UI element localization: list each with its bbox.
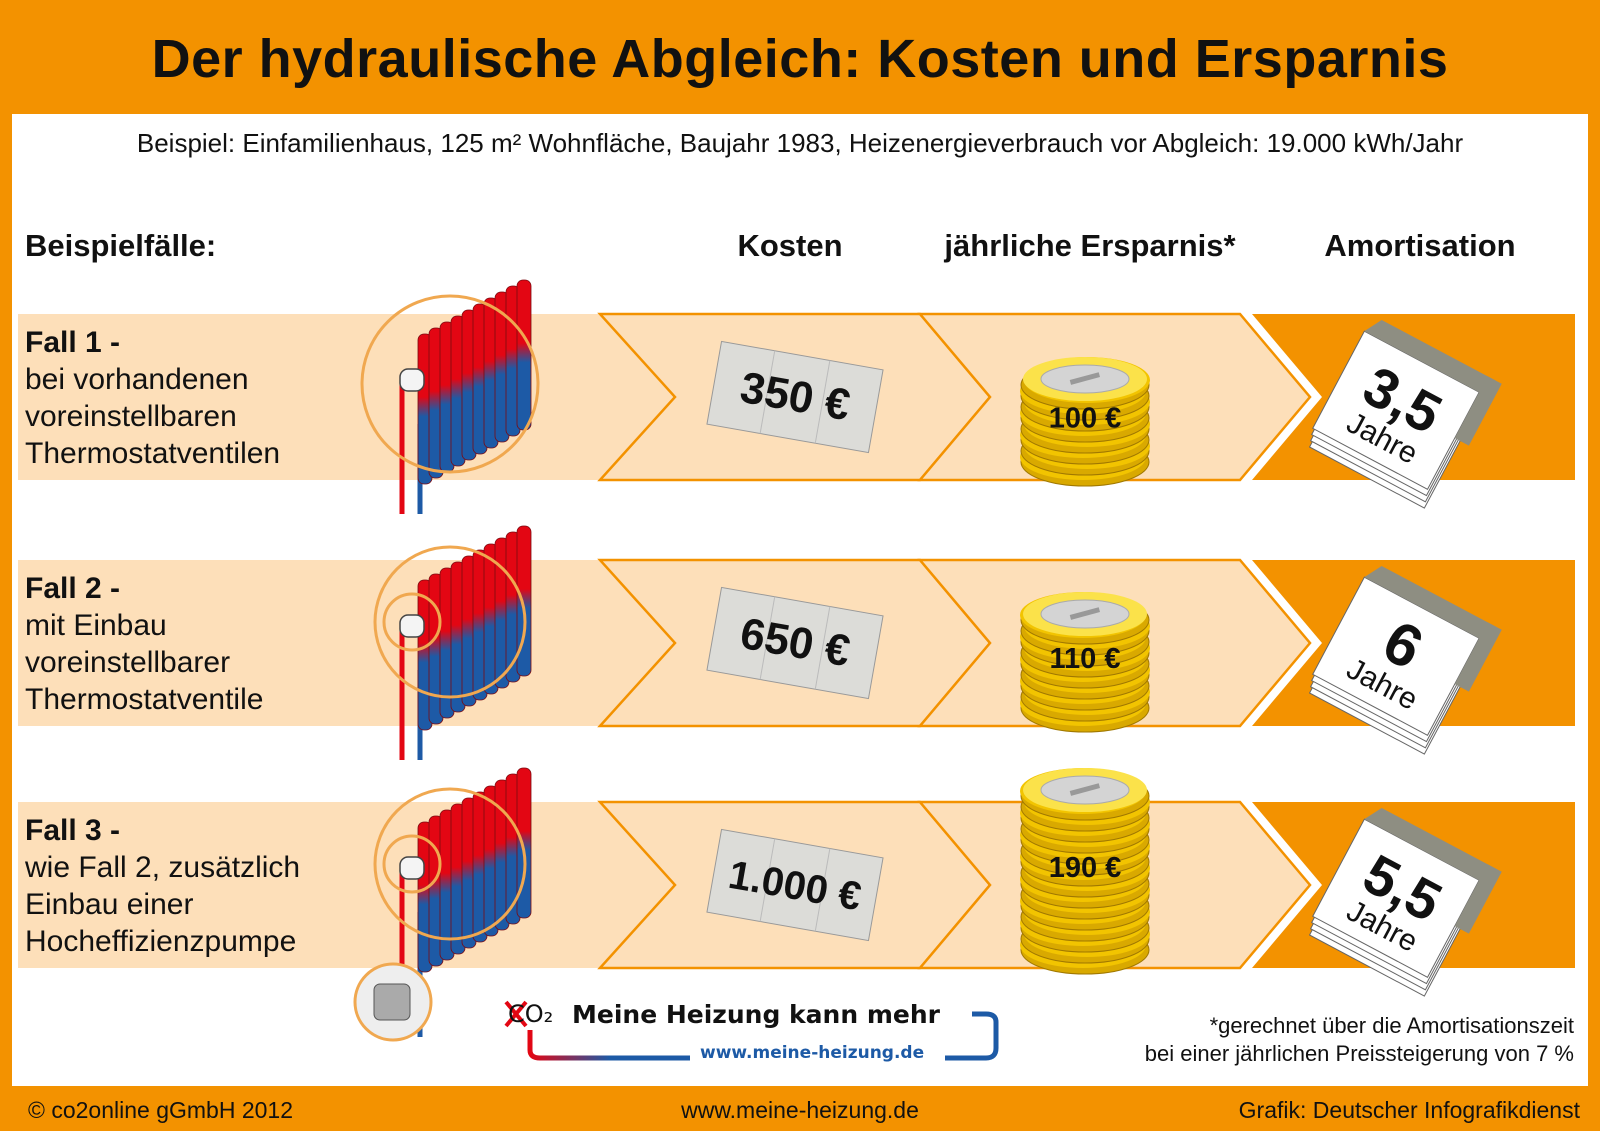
- price-tag: [706, 340, 884, 454]
- price-tag-icon: 350 €: [706, 340, 884, 454]
- valve-highlight-circle: [382, 592, 442, 652]
- tag-perforation: [759, 838, 776, 922]
- radiator-icon: [399, 279, 532, 514]
- valve-icon: [399, 368, 425, 392]
- calendar-binding: [1364, 807, 1497, 881]
- coin-stack-icon: 110 €: [1020, 592, 1150, 733]
- case-line: Thermostatventilen: [25, 437, 281, 470]
- case-line: voreinstellbarer: [25, 646, 231, 679]
- radiator-rib: [516, 525, 532, 677]
- coin-stack-icon: 190 €: [1020, 768, 1150, 975]
- logo-bracket-right: [945, 1011, 999, 1061]
- tag-perforation: [814, 606, 831, 690]
- logo-slogan: Meine Heizung kann mehr: [572, 1000, 940, 1029]
- column-header-savings: jährliche Ersparnis*: [944, 228, 1236, 263]
- case-description-1: Fall 1 - bei vorhandenen voreinstellbaren T…: [25, 324, 280, 472]
- case-line: bei vorhandenen: [25, 363, 249, 396]
- column-header-cases: Beispielfälle:: [25, 228, 217, 263]
- page-title: Der hydraulische Abgleich: Kosten und Er…: [151, 29, 1449, 89]
- case-line: voreinstellbaren: [25, 400, 237, 433]
- case-title: Fall 1 -: [25, 326, 121, 359]
- calendar-binding: [1364, 319, 1497, 393]
- calendar-page: [1312, 330, 1480, 490]
- case-title: Fall 2 -: [25, 572, 121, 605]
- radiator-rib: [516, 279, 532, 431]
- footnote-line: bei einer jährlichen Preissteigerung von…: [1144, 1041, 1574, 1066]
- case-line: Hocheffizienzpumpe: [25, 925, 297, 958]
- valve-icon: [399, 856, 425, 880]
- coin-slot: [1069, 372, 1101, 385]
- highlight-circle: [360, 294, 540, 474]
- calendar-binding: [1454, 376, 1502, 446]
- calendar-binding: [1364, 565, 1497, 639]
- coin-slot: [1069, 783, 1101, 796]
- logo-strike-icon: [504, 1000, 528, 1028]
- column-header-costs: Kosten: [737, 228, 843, 263]
- valve-icon: [399, 614, 425, 638]
- price-tag-icon: 650 €: [706, 586, 884, 700]
- price-tag: [706, 828, 884, 942]
- coin-stack-icon: 100 €: [1020, 357, 1150, 487]
- highlight-circle: [373, 787, 527, 941]
- case-title: Fall 3 -: [25, 814, 121, 847]
- pump-icon: [373, 983, 411, 1021]
- radiator-icon: [399, 525, 532, 760]
- logo-bracket-left: [527, 1030, 690, 1061]
- radiator-rib: [516, 767, 532, 919]
- price-tag: [706, 586, 884, 700]
- tag-perforation: [759, 350, 776, 434]
- coin-slot: [1069, 607, 1101, 620]
- calendar-binding: [1454, 864, 1502, 934]
- case-description-2: Fall 2 - mit Einbau voreinstellbarer Thermo…: [25, 570, 263, 718]
- saving-value: 110 €: [1050, 643, 1121, 675]
- footer-credit: Grafik: Deutscher Infografikdienst: [1238, 1097, 1580, 1123]
- case-line: wie Fall 2, zusätzlich: [25, 851, 301, 884]
- tag-perforation: [814, 360, 831, 444]
- case-description-3: Fall 3 - wie Fall 2, zusätzlich Einbau ein…: [25, 812, 300, 960]
- tag-perforation: [814, 848, 831, 932]
- case-line: Thermostatventile: [25, 683, 264, 716]
- logo-co2: CO₂: [508, 1000, 554, 1028]
- logo-url-link[interactable]: www.meine-heizung.de: [700, 1043, 925, 1063]
- highlight-circle: [373, 545, 527, 699]
- footnote: *gerechnet über die Amortisationszeit be…: [1145, 1012, 1574, 1068]
- column-header-amortization: Amortisation: [1324, 228, 1516, 263]
- footer-copyright: © co2online gGmbH 2012: [28, 1097, 293, 1123]
- subtitle: Beispiel: Einfamilienhaus, 125 m² Wohnfl…: [136, 128, 1464, 158]
- case-line: Einbau einer: [25, 888, 194, 921]
- tag-perforation: [759, 596, 776, 680]
- price-tag-icon: 1.000 €: [706, 828, 884, 942]
- calendar-binding: [1454, 622, 1502, 692]
- saving-value: 190 €: [1049, 852, 1122, 884]
- valve-highlight-circle: [382, 834, 442, 894]
- saving-value: 100 €: [1049, 403, 1122, 435]
- footnote-line: *gerechnet über die Amortisationszeit: [1209, 1013, 1574, 1038]
- footer-url[interactable]: www.meine-heizung.de: [681, 1097, 919, 1123]
- case-line: mit Einbau: [25, 609, 167, 642]
